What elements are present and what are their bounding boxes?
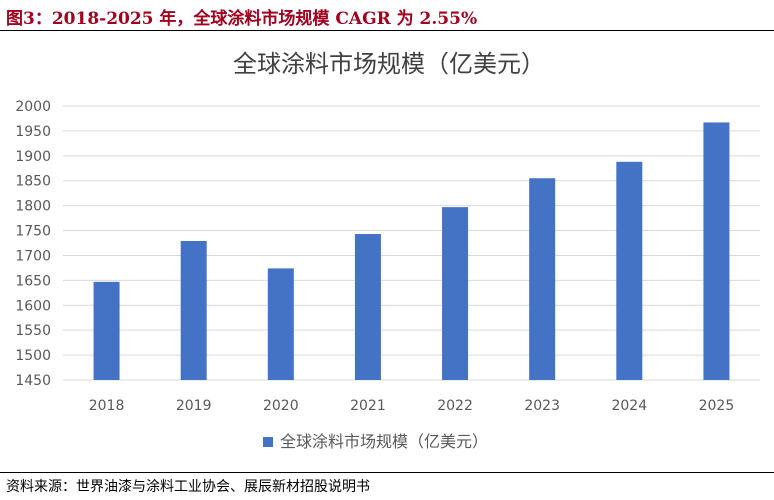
chart-title: 全球涂料市场规模（亿美元） [233,50,545,78]
y-tick-label: 1750 [15,224,51,240]
bar-2023 [529,178,556,380]
y-tick-label: 1800 [15,199,51,215]
y-tick-label: 1900 [15,149,51,165]
y-axis-ticks: 1450 1500 1550 1600 1650 1700 1750 1800 1850 1900… [15,99,51,389]
y-tick-label: 1700 [15,248,51,264]
x-axis-ticks: 2018 2019 2020 2021 2022 2023 2024 2025 [89,398,735,414]
x-tick-label: 2022 [437,398,473,414]
bars [93,122,730,380]
y-tick-label: 1500 [15,348,51,364]
y-tick-label: 2000 [15,99,51,115]
y-tick-label: 1650 [15,273,51,289]
bar-chart: 全球涂料市场规模（亿美元） 1450 1500 1550 1600 1650 1700 17… [15,50,760,451]
x-tick-label: 2025 [699,398,735,414]
bar-2021 [354,234,381,380]
bar-2020 [267,268,294,380]
x-tick-label: 2023 [524,398,560,414]
y-tick-label: 1550 [15,323,51,339]
x-tick-label: 2021 [350,398,386,414]
bar-2022 [442,207,469,380]
y-tick-label: 1850 [15,174,51,190]
bottom-rule [0,472,774,473]
legend-swatch [263,437,273,447]
figure-caption: 图3：2018-2025 年，全球涂料市场规模 CAGR 为 2.55% [6,9,478,29]
y-tick-label: 1600 [15,298,51,314]
top-rule [0,30,774,31]
bar-2018 [93,281,120,380]
gridlines [63,105,760,381]
y-tick-label: 1450 [15,373,51,389]
bar-2019 [180,241,207,380]
x-tick-label: 2018 [89,398,125,414]
bar-2025 [703,122,730,380]
legend-label: 全球涂料市场规模（亿美元） [280,432,488,451]
chart-container: 全球涂料市场规模（亿美元） 1450 1500 1550 1600 1650 1700 17… [0,31,774,471]
y-tick-label: 1950 [15,124,51,140]
legend: 全球涂料市场规模（亿美元） [263,432,488,451]
source-note: 资料来源：世界油漆与涂料工业协会、展辰新材招股说明书 [6,479,370,495]
x-tick-label: 2024 [611,398,647,414]
bar-2024 [616,161,643,380]
x-tick-label: 2019 [176,398,212,414]
x-tick-label: 2020 [263,398,299,414]
